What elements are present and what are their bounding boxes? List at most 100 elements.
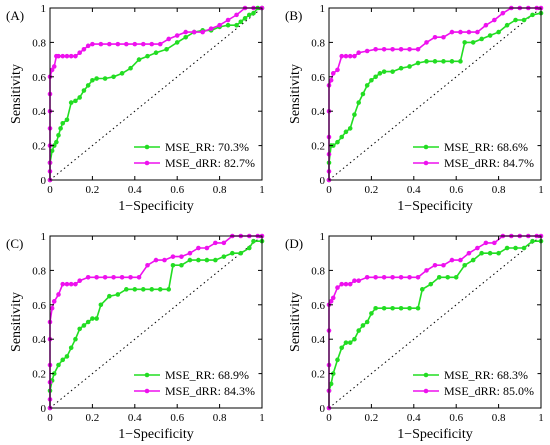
mse-rr-point — [242, 16, 248, 21]
mse-drr-point — [49, 67, 55, 73]
mse-drr-point — [424, 40, 429, 45]
x-tick-label: 0.6 — [449, 412, 463, 424]
mse-rr-point — [335, 139, 340, 145]
mse-drr-point — [424, 268, 429, 273]
mse-rr-point — [513, 17, 518, 23]
mse-rr-point — [54, 139, 59, 145]
mse-rr-line — [328, 240, 541, 408]
x-tick-label: 1 — [538, 184, 544, 196]
mse-drr-point — [328, 299, 334, 304]
mse-drr-point — [234, 12, 239, 18]
mse-rr-point — [330, 143, 336, 148]
mse-drr-point — [204, 245, 210, 251]
mse-drr-point — [415, 46, 421, 52]
mse-rr-point — [246, 12, 252, 18]
y-tick-label: 0.8 — [32, 265, 46, 277]
mse-rr-point — [98, 302, 104, 308]
x-tick-label: 0.8 — [492, 184, 506, 196]
mse-drr-point — [73, 281, 78, 287]
mse-rr-point — [373, 305, 378, 311]
y-tick-label: 0.8 — [311, 265, 325, 277]
mse-drr-point — [77, 278, 82, 284]
mse-drr-point — [124, 41, 129, 47]
mse-rr-point — [85, 83, 91, 88]
mse-rr-point — [530, 12, 535, 18]
mse-drr-point — [115, 41, 121, 47]
mse-drr-point — [466, 250, 472, 256]
mse-drr-point — [458, 257, 463, 263]
mse-rr-point — [504, 22, 510, 28]
mse-rr-legend-marker — [423, 372, 429, 378]
mse-rr-point — [424, 59, 429, 64]
mse-rr-point — [436, 274, 442, 280]
x-tick-label: 0.2 — [86, 412, 100, 424]
y-tick-label: 1 — [41, 3, 47, 15]
mse-rr-point — [60, 120, 66, 126]
mse-drr-point — [85, 274, 91, 280]
mse-rr-point — [107, 293, 112, 299]
mse-drr-legend-label: MSE_dRR: 82.7% — [165, 156, 255, 170]
mse-rr-point — [170, 262, 176, 268]
y-tick-label: 1 — [320, 3, 326, 15]
mse-rr-point — [470, 257, 476, 263]
mse-rr-point — [94, 76, 99, 81]
mse-drr-point — [328, 77, 334, 83]
mse-drr-point — [398, 46, 404, 52]
mse-rr-point — [381, 305, 387, 311]
mse-drr-point — [111, 274, 116, 280]
x-tick-label: 0.8 — [213, 184, 227, 196]
mse-drr-point — [213, 240, 218, 246]
roc-panel-a: 0 0.2 0.4 0.6 0.8 1 0 0.2 0.4 0.6 0.8 1 1−Specificit… — [6, 3, 265, 214]
y-tick-label: 0.2 — [32, 141, 46, 153]
mse-drr-point — [356, 50, 361, 56]
x-tick-label: 0 — [326, 412, 332, 424]
legend-box — [129, 362, 259, 404]
mse-drr-legend-marker — [423, 388, 429, 394]
mse-rr-point — [132, 287, 138, 292]
mse-drr-point — [364, 48, 370, 54]
legend: MSE_RR: 68.6% MSE_dRR: 84.7% — [408, 134, 538, 176]
x-tick-label: 0.2 — [365, 412, 379, 424]
x-tick-label: 0.6 — [170, 184, 184, 196]
mse-drr-point — [64, 281, 70, 287]
mse-rr-point — [377, 71, 383, 76]
mse-drr-point — [449, 257, 455, 263]
panel-tag: (B) — [285, 8, 302, 23]
mse-rr-point — [428, 281, 434, 287]
mse-drr-legend-marker — [144, 388, 150, 394]
mse-drr-point — [441, 262, 446, 268]
mse-rr-point — [246, 245, 252, 251]
mse-rr-point — [339, 134, 345, 140]
mse-rr-point — [449, 59, 455, 64]
mse-rr-point — [458, 59, 463, 64]
mse-drr-legend-label: MSE_dRR: 84.3% — [165, 384, 255, 398]
y-tick-label: 1 — [320, 231, 326, 243]
mse-rr-point — [119, 71, 125, 76]
mse-drr-point — [364, 274, 370, 280]
mse-rr-point — [496, 250, 501, 256]
mse-rr-point — [470, 40, 476, 45]
mse-drr-point — [335, 285, 340, 290]
axes-frame — [328, 7, 542, 181]
mse-drr-point — [132, 41, 138, 47]
mse-drr-point — [466, 29, 472, 35]
mse-drr-point — [174, 33, 180, 38]
mse-drr-point — [81, 46, 87, 52]
y-tick-label: 0 — [320, 175, 326, 187]
mse-rr-point — [330, 371, 336, 376]
x-tick-label: 0.4 — [407, 184, 421, 196]
mse-rr-point — [225, 22, 231, 28]
mse-drr-point — [347, 281, 353, 287]
chance-diagonal — [49, 7, 263, 181]
y-tick-label: 0 — [320, 403, 326, 415]
legend-box — [129, 134, 259, 176]
x-tick-label: 0 — [326, 184, 332, 196]
mse-rr-point — [230, 250, 235, 256]
y-tick-label: 0.4 — [32, 334, 46, 346]
x-axis-label: 1−Specificity — [397, 199, 473, 214]
mse-rr-point — [504, 245, 510, 251]
mse-drr-point — [390, 274, 395, 280]
mse-rr-point — [179, 262, 184, 268]
mse-rr-point — [530, 238, 535, 244]
